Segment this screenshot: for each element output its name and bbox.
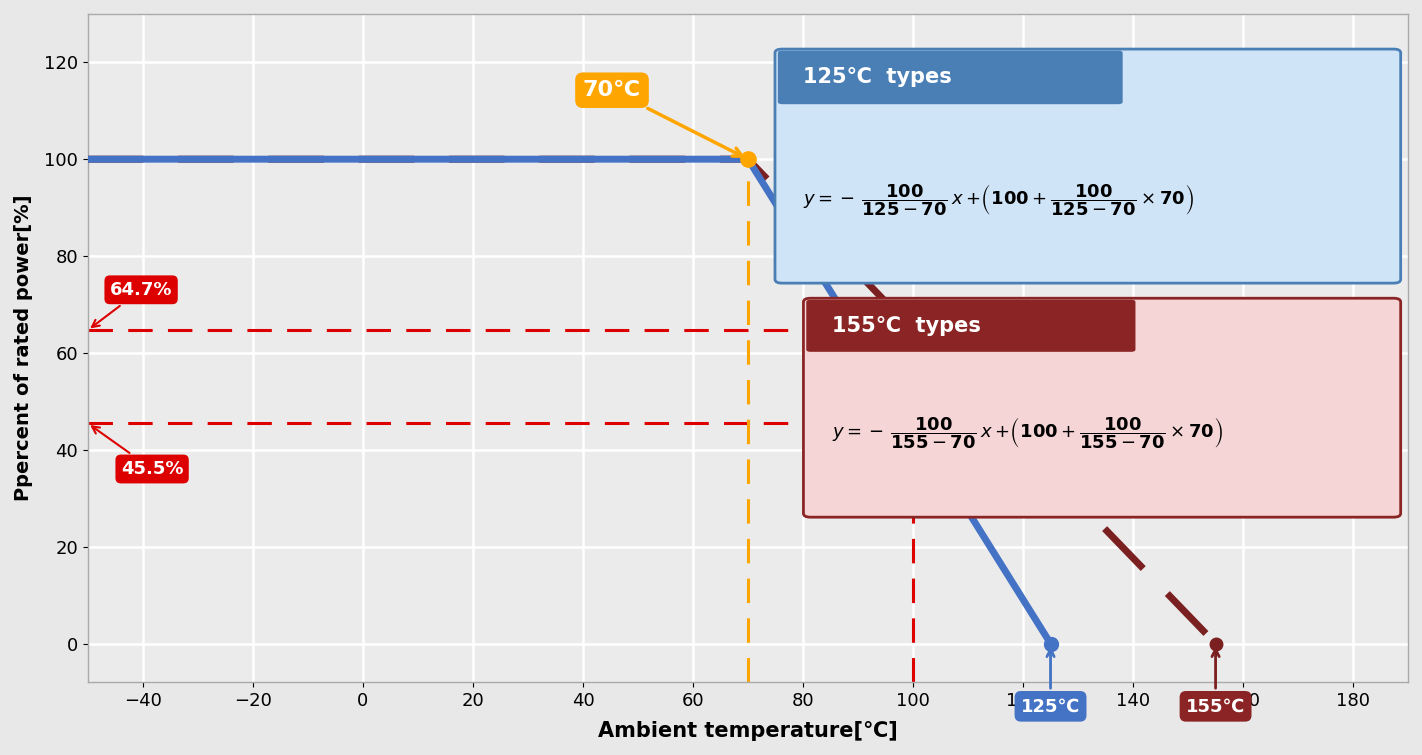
Text: 125℃  types: 125℃ types (803, 67, 953, 88)
Text: 155℃: 155℃ (1186, 649, 1246, 715)
Text: $y = -\,\dfrac{\mathbf{100}}{\mathbf{125}-\mathbf{70}}\,x + \!\left(\mathbf{100}: $y = -\,\dfrac{\mathbf{100}}{\mathbf{125… (803, 182, 1194, 218)
Text: 64.7%: 64.7% (92, 281, 172, 327)
Text: 45.5%: 45.5% (92, 427, 183, 478)
X-axis label: Ambient temperature[℃]: Ambient temperature[℃] (599, 721, 897, 741)
Text: 155℃  types: 155℃ types (832, 316, 981, 336)
Text: 70℃: 70℃ (583, 80, 742, 156)
Text: 125℃: 125℃ (1021, 649, 1081, 715)
Y-axis label: Ppercent of rated power[%]: Ppercent of rated power[%] (14, 195, 33, 501)
Text: $y = -\,\dfrac{\mathbf{100}}{\mathbf{155}-\mathbf{70}}\,x + \!\left(\mathbf{100}: $y = -\,\dfrac{\mathbf{100}}{\mathbf{155… (832, 415, 1223, 451)
